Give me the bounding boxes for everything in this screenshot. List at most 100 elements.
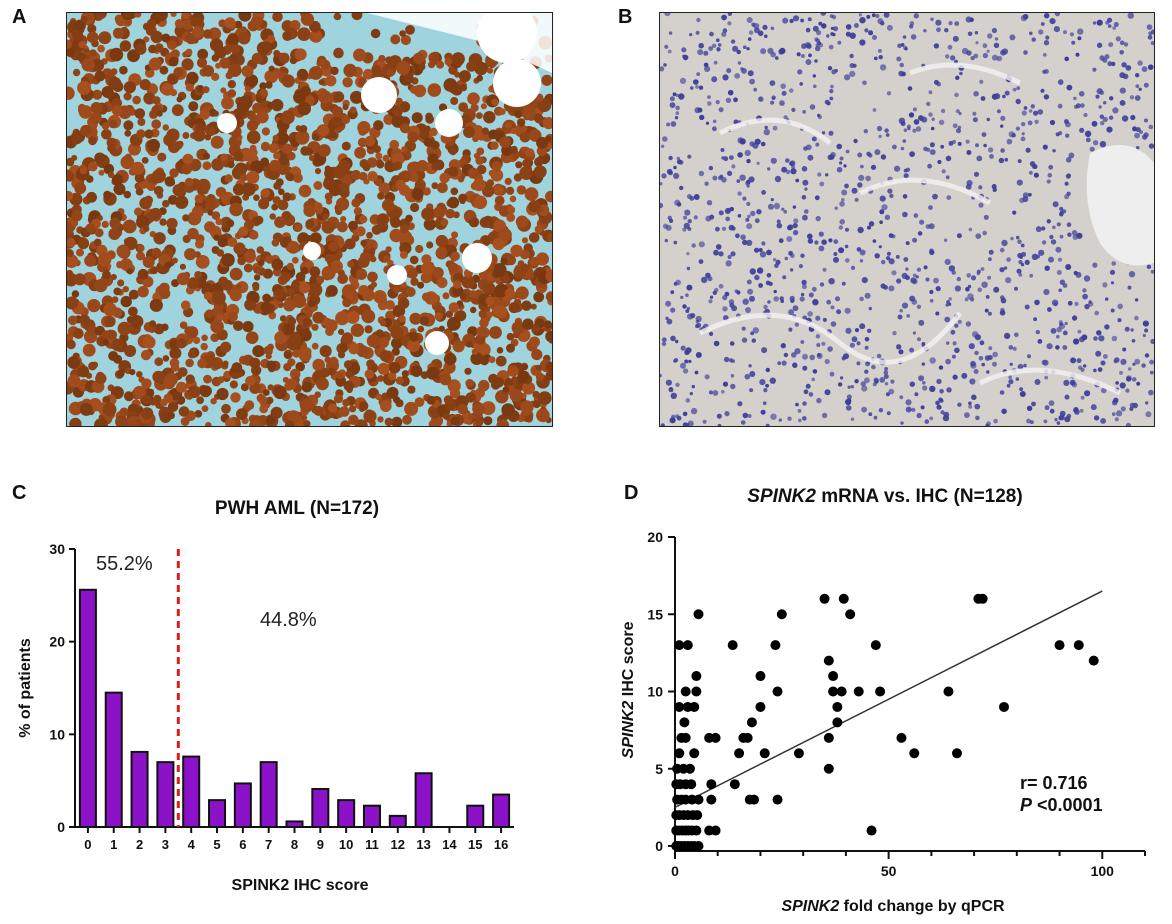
chart-d-point <box>706 779 717 790</box>
chart-d-point <box>770 640 781 651</box>
chart-d-ylabel: SPINK2 IHC score <box>620 621 637 758</box>
chart-d-point <box>755 671 766 682</box>
chart-d-point <box>710 732 721 743</box>
chart-d-point <box>680 732 691 743</box>
micrograph-a-vacuole <box>361 77 397 113</box>
chart-c-x-tick-label: 6 <box>239 837 246 852</box>
chart-d-point <box>896 732 907 743</box>
micrograph-a-clear-area <box>367 13 552 73</box>
chart-c-title: PWH AML (N=172) <box>215 498 379 519</box>
chart-c-bar <box>492 793 511 828</box>
chart-d-point <box>674 748 685 759</box>
chart-d-ylabel-italic: SPINK2 <box>620 701 637 759</box>
panel-label-b: B <box>618 6 633 28</box>
chart-c-bar <box>311 788 330 828</box>
micrograph-a-vacuole <box>387 265 407 285</box>
chart-d-point <box>689 748 700 759</box>
chart-d-x-tick-label: 100 <box>1091 863 1115 879</box>
chart-c-x-tick-label: 1 <box>110 837 117 852</box>
chart-d-title: SPINK2 mRNA vs. IHC (N=128) <box>747 486 1022 507</box>
chart-d-point <box>693 841 704 851</box>
chart-d-point <box>776 609 787 620</box>
chart-d-point <box>671 810 682 821</box>
chart-d-point <box>755 701 766 712</box>
micrograph-a-vacuole <box>435 109 463 137</box>
chart-d-stat-p: P <0.0001 <box>1020 795 1103 815</box>
chart-d-y-tick-label: 10 <box>647 684 663 700</box>
chart-d-point <box>679 717 690 728</box>
chart-c-x-tick-label: 7 <box>265 837 272 852</box>
chart-d-point <box>866 825 877 836</box>
chart-d-point <box>845 609 856 620</box>
micrograph-b-background <box>660 13 1154 426</box>
chart-c-bar <box>130 750 149 828</box>
micrograph-a-vacuole <box>462 243 492 273</box>
chart-d-point <box>838 593 849 604</box>
chart-c-bar <box>208 799 227 828</box>
chart-d-point <box>680 794 691 805</box>
chart-d-point <box>680 686 691 697</box>
chart-c-x-tick-label: 4 <box>188 837 196 852</box>
chart-c-xlabel: SPINK2 IHC score <box>232 877 369 894</box>
chart-d-point <box>875 686 886 697</box>
chart-d-x-tick-label: 50 <box>881 863 897 879</box>
chart-d-point <box>672 794 683 805</box>
chart-d-title-italic: SPINK2 <box>747 486 816 507</box>
chart-d-point <box>832 717 843 728</box>
chart-c-bar <box>259 761 278 829</box>
chart-d-point <box>693 609 704 620</box>
chart-d-title-rest: mRNA vs. IHC (N=128) <box>816 486 1023 507</box>
chart-d-point <box>977 593 988 604</box>
chart-d-point <box>734 748 745 759</box>
micrograph-b <box>659 12 1155 427</box>
chart-c-bar <box>388 814 407 829</box>
chart-d-stat-p-rest: <0.0001 <box>1032 795 1103 815</box>
chart-c-x-tick-label: 5 <box>213 837 220 852</box>
chart-c-ylabel: % of patients <box>17 638 34 738</box>
chart-d-point <box>683 825 694 836</box>
chart-c-bar <box>362 804 381 828</box>
chart-d-point <box>689 841 700 851</box>
chart-d-point <box>680 779 691 790</box>
chart-d-point <box>687 825 698 836</box>
chart-d-point <box>692 810 703 821</box>
chart-d-point <box>676 841 687 851</box>
chart-d-point <box>704 825 715 836</box>
chart-d-point <box>671 779 682 790</box>
chart-d-point <box>772 794 783 805</box>
chart-d-point <box>999 701 1009 712</box>
chart-d-point <box>675 779 686 790</box>
chart-d-ylabel-rest: IHC score <box>620 621 637 700</box>
chart-d-point <box>689 701 700 712</box>
chart-d-y-tick-label: 5 <box>655 761 663 777</box>
chart-d-point <box>828 686 839 697</box>
chart-c-x-tick-label: 12 <box>391 837 405 852</box>
chart-d-point <box>1054 640 1065 651</box>
chart-d-point <box>909 748 920 759</box>
chart-d-point <box>687 794 698 805</box>
chart-d-xlabel-rest: fold change by qPCR <box>839 898 1005 915</box>
chart-d-point <box>680 825 691 836</box>
chart-d-point <box>1088 655 1099 666</box>
chart-c-x-tick-label: 9 <box>317 837 324 852</box>
chart-c-bar <box>466 804 485 828</box>
chart-d-point <box>729 779 740 790</box>
chart-d-point <box>682 810 693 821</box>
chart-d-point <box>674 810 685 821</box>
chart-d-point <box>687 810 698 821</box>
chart-c-bar <box>233 782 252 828</box>
chart-c-bar <box>285 820 304 829</box>
chart-d-point <box>823 732 834 743</box>
chart-c-x-tick-label: 13 <box>416 837 430 852</box>
chart-d-point <box>691 671 702 682</box>
chart-d-point <box>943 686 954 697</box>
micrograph-b-tissue-crack <box>698 311 962 365</box>
chart-c-annotation-left: 55.2% <box>96 553 153 575</box>
chart-d-point <box>671 825 682 836</box>
chart-c-y-tick-label: 20 <box>49 634 65 650</box>
chart-c-x-tick-label: 15 <box>468 837 482 852</box>
micrograph-a-vacuole <box>425 331 449 355</box>
chart-d-point <box>676 732 687 743</box>
chart-d-point <box>682 841 693 851</box>
chart-d-x-tick-label: 0 <box>671 863 679 879</box>
